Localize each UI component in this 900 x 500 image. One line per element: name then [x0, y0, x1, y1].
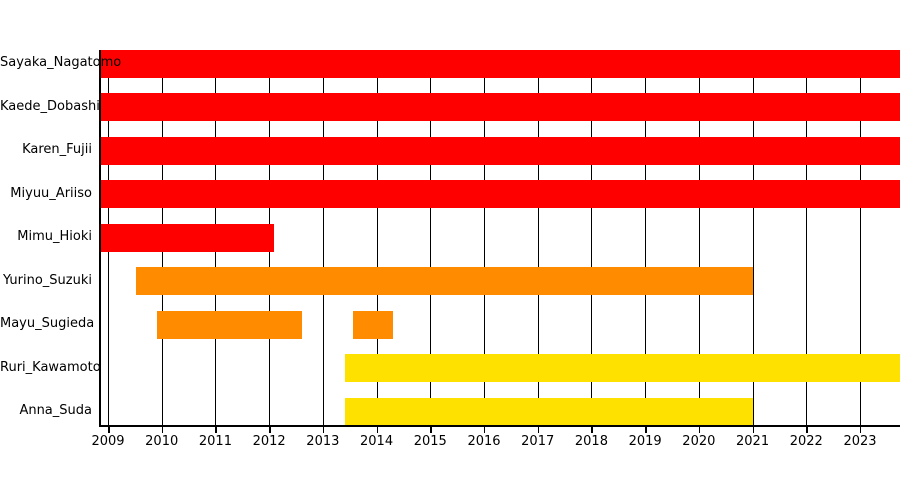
x-tick-label-2014: 2014	[360, 434, 394, 449]
x-tick-2009	[108, 426, 110, 433]
x-tick-2015	[430, 426, 432, 433]
bar-segment-Karen_Fujii-0	[99, 136, 900, 165]
x-tick-label-2013: 2013	[306, 434, 340, 449]
x-tick-2020	[698, 426, 701, 433]
gridline-2023	[859, 50, 861, 425]
x-tick-label-2022: 2022	[789, 434, 823, 449]
x-tick-2019	[645, 426, 647, 433]
x-axis-line	[99, 425, 900, 427]
y-axis-label-Ruri_Kawamoto: Ruri_Kawamoto	[0, 359, 101, 375]
bar-segment-Yurino_Suzuki-0	[135, 267, 753, 295]
bar-segment-Miyuu_Ariiso-0	[99, 180, 900, 208]
gridline-2022	[806, 50, 808, 425]
bar-segment-Mayu_Sugieda-1	[352, 310, 394, 339]
bar-segment-Sayaka_Nagatomo-0	[99, 49, 900, 78]
y-axis-label-Yurino_Suzuki: Yurino_Suzuki	[2, 272, 92, 288]
gridline-2018	[591, 50, 593, 425]
x-tick-label-2009: 2009	[91, 434, 125, 449]
bar-segment-Kaede_Dobashi-0	[99, 93, 900, 121]
x-tick-2022	[806, 426, 808, 433]
x-tick-label-2017: 2017	[521, 434, 555, 449]
y-axis-line	[99, 50, 101, 427]
x-tick-label-2016: 2016	[467, 434, 501, 449]
x-tick-label-2012: 2012	[252, 434, 286, 449]
bar-segment-Mimu_Hioki-0	[99, 223, 274, 252]
bar-segment-Mayu_Sugieda-0	[156, 310, 302, 339]
y-axis-label-Sayaka_Nagatomo: Sayaka_Nagatomo	[0, 55, 122, 70]
gridline-2017	[537, 50, 539, 425]
gridline-2016	[483, 50, 485, 425]
x-tick-label-2023: 2023	[843, 434, 877, 449]
y-axis-label-Kaede_Dobashi: Kaede_Dobashi	[0, 98, 100, 114]
x-tick-2016	[483, 426, 486, 433]
y-axis-label-Miyuu_Ariiso: Miyuu_Ariiso	[10, 185, 92, 201]
bar-segment-Ruri_Kawamoto-0	[344, 354, 900, 382]
gridline-2021	[752, 50, 754, 425]
x-tick-2018	[591, 426, 593, 433]
x-tick-2023	[859, 426, 862, 433]
gridline-2014	[376, 50, 378, 425]
x-tick-2013	[322, 426, 325, 433]
y-axis-label-Mimu_Hioki: Mimu_Hioki	[17, 229, 92, 244]
gridline-2019	[645, 50, 647, 425]
y-axis-label-Anna_Suda: Anna_Suda	[19, 403, 92, 418]
x-tick-label-2021: 2021	[736, 434, 770, 449]
x-tick-2021	[752, 426, 755, 433]
y-axis-label-Karen_Fujii: Karen_Fujii	[22, 142, 92, 157]
x-tick-2011	[215, 426, 217, 433]
x-tick-label-2010: 2010	[145, 434, 179, 449]
y-axis-label-Mayu_Sugieda: Mayu_Sugieda	[0, 316, 95, 331]
x-tick-2014	[376, 426, 379, 433]
x-tick-label-2019: 2019	[628, 434, 662, 449]
x-tick-label-2011: 2011	[198, 434, 232, 449]
x-tick-label-2018: 2018	[574, 434, 608, 449]
gridline-2015	[430, 50, 432, 425]
x-tick-label-2015: 2015	[413, 434, 447, 449]
gridline-2013	[322, 50, 324, 425]
x-tick-label-2020: 2020	[682, 434, 716, 449]
x-tick-2010	[161, 426, 164, 433]
bar-segment-Anna_Suda-0	[344, 397, 753, 426]
gridline-2020	[698, 50, 700, 425]
x-tick-2017	[537, 426, 540, 433]
x-tick-2012	[269, 426, 271, 433]
